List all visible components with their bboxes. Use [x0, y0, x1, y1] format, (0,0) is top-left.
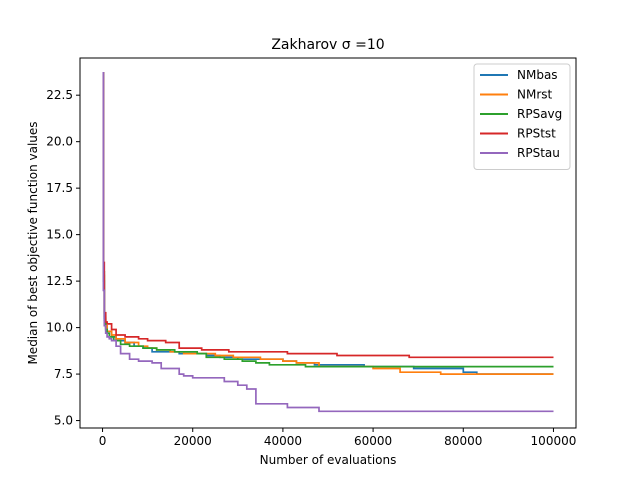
y-tick-label: 20.0	[46, 135, 73, 149]
series-line-rpstst	[102, 72, 554, 359]
legend: NMbas NMrst RPSavg RPStst RPStau	[473, 63, 571, 170]
legend-label-rpsavg: RPSavg	[517, 107, 562, 121]
x-tick-label: 80000	[444, 434, 482, 448]
y-tick-label: 10.0	[46, 321, 73, 335]
y-tick-label: 17.5	[46, 181, 73, 195]
x-tick-label: 20000	[174, 434, 212, 448]
x-tick-label: 60000	[354, 434, 392, 448]
y-axis-label: Median of best objective function values	[26, 121, 40, 364]
y-tick-label: 7.5	[54, 367, 73, 381]
x-axis: 0 20000 40000 60000 80000 100000	[99, 428, 577, 448]
y-axis: 5.0 7.5 10.0 12.5 15.0 17.5 20.0 22.5	[46, 88, 80, 428]
y-tick-label: 12.5	[46, 274, 73, 288]
x-tick-label: 40000	[264, 434, 302, 448]
chart-title: Zakharov σ =10	[271, 37, 384, 53]
legend-label-rpstst: RPStst	[517, 127, 556, 141]
legend-label-rpstau: RPStau	[517, 146, 560, 160]
x-tick-label: 100000	[531, 434, 577, 448]
y-tick-label: 5.0	[54, 414, 73, 428]
series-line-rpsavg	[102, 72, 554, 368]
x-axis-label: Number of evaluations	[260, 453, 397, 467]
y-tick-label: 15.0	[46, 228, 73, 242]
x-tick-label: 0	[99, 434, 107, 448]
legend-label-nmrst: NMrst	[517, 88, 553, 102]
series-line-rpstau	[102, 72, 554, 413]
legend-label-nmbas: NMbas	[517, 68, 558, 82]
legend-box	[473, 63, 571, 170]
plot-area	[102, 72, 554, 413]
y-tick-label: 22.5	[46, 88, 73, 102]
axes-frame	[79, 57, 577, 429]
